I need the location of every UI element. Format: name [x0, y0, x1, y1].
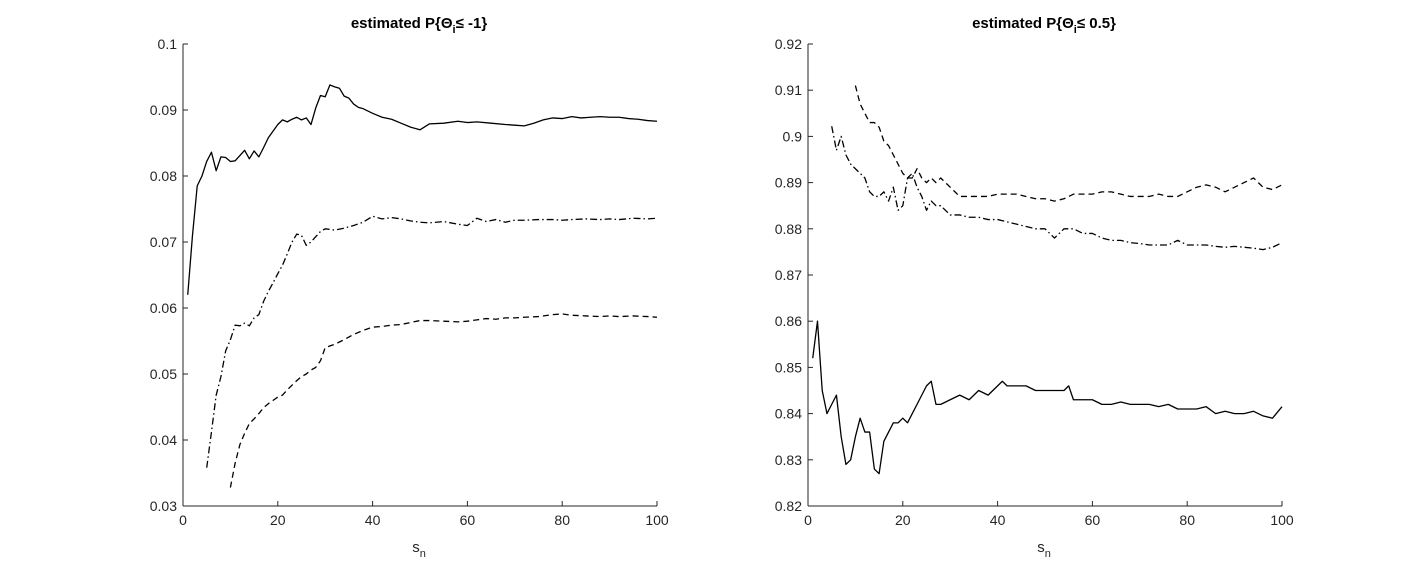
x-tick-label: 100	[1270, 512, 1294, 528]
x-tick-label: 100	[645, 512, 669, 528]
y-tick-label: 0.92	[775, 36, 802, 52]
y-tick-label: 0.87	[775, 267, 802, 283]
y-tick-label: 0.91	[775, 82, 802, 98]
x-tick-label: 20	[895, 512, 911, 528]
series-group	[187, 84, 658, 488]
series-group	[812, 85, 1283, 475]
y-tick-label: 0.05	[150, 366, 177, 382]
y-tick-label: 0.06	[150, 300, 177, 316]
x-tick-label: 80	[554, 512, 570, 528]
x-tick-label: 60	[1085, 512, 1101, 528]
series-line-solid	[812, 320, 1283, 475]
x-tick-label: 60	[460, 512, 476, 528]
y-tick-label: 0.83	[775, 452, 802, 468]
tick-group: 0 20 40 60 80 100 0.03 0.04 0.05 0.06 0.07 0.08 0.09…	[150, 36, 669, 528]
chart-title: estimated P{Θi≤ 0.5}	[972, 15, 1116, 36]
series-line-dashed	[229, 313, 658, 488]
chart-title: estimated P{Θi≤ -1}	[351, 15, 488, 36]
y-tick-label: 0.89	[775, 175, 802, 191]
y-tick-label: 0.09	[150, 102, 177, 118]
x-tick-label: 0	[179, 512, 187, 528]
x-tick-label: 40	[365, 512, 381, 528]
x-tick-label: 0	[804, 512, 812, 528]
series-line-dashdot	[206, 215, 658, 468]
y-tick-label: 0.03	[150, 498, 177, 514]
y-tick-label: 0.84	[775, 406, 802, 422]
chart-right: estimated P{Θi≤ 0.5} 0 20 40 60 80 100 0.82 0.8…	[775, 15, 1294, 560]
y-tick-label: 0.85	[775, 359, 802, 375]
y-tick-label: 0.1	[158, 36, 178, 52]
y-tick-label: 0.9	[783, 128, 803, 144]
y-tick-label: 0.82	[775, 498, 802, 514]
x-tick-label: 40	[990, 512, 1006, 528]
series-line-dashdot	[831, 126, 1283, 251]
y-tick-label: 0.86	[775, 313, 802, 329]
series-line-dashed	[854, 85, 1283, 202]
x-tick-label: 20	[270, 512, 286, 528]
y-tick-label: 0.04	[150, 432, 177, 448]
chart-left: estimated P{Θi≤ -1} 0 20 40 60 80 100 0.03 0.04…	[150, 15, 669, 560]
series-line-solid	[187, 84, 658, 295]
x-tick-label: 80	[1179, 512, 1195, 528]
y-tick-label: 0.08	[150, 168, 177, 184]
tick-group: 0 20 40 60 80 100 0.82 0.83 0.84 0.85 0.86 0.87 0.88…	[775, 36, 1294, 528]
x-axis-label: sn	[412, 539, 426, 560]
x-axis-label: sn	[1037, 539, 1051, 560]
y-tick-label: 0.07	[150, 234, 177, 250]
y-tick-label: 0.88	[775, 221, 802, 237]
